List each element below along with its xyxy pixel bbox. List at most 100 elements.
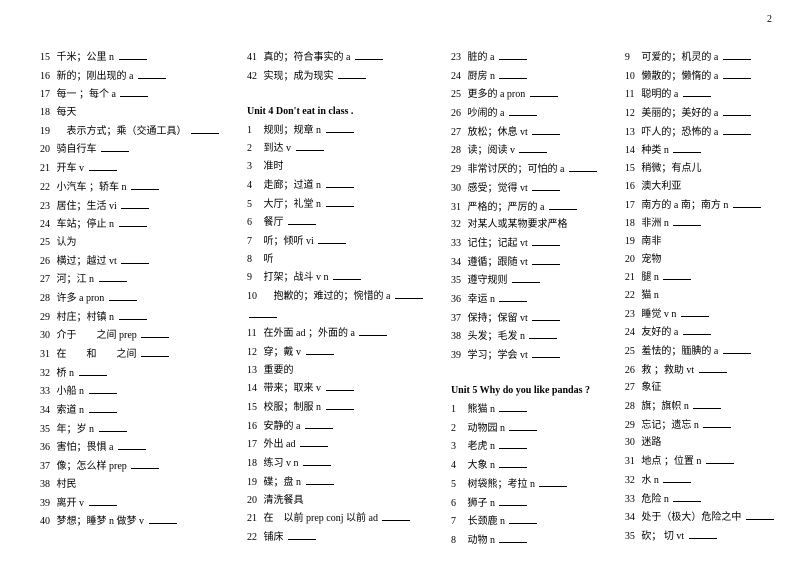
item-pos: n <box>109 52 114 63</box>
column-3: 23 脏的 a 24 厨房 n 25 更多的 a pron 26 吵闹的 a 2… <box>451 50 597 548</box>
item-text: 读；阅读 <box>467 145 507 156</box>
item-pos: n <box>500 516 505 527</box>
item-number: 16 <box>40 70 54 85</box>
item-number: 35 <box>625 530 639 545</box>
item-pos: n <box>654 290 659 301</box>
vocab-item: 23 脏的 a <box>451 50 597 66</box>
vocab-item: 31 在 和 之间 <box>40 347 219 363</box>
item-pos: a <box>674 327 678 338</box>
vocab-item: 18 每天 <box>40 106 219 121</box>
item-text: 对某人或某物要求严格 <box>467 219 567 230</box>
fill-blank <box>79 366 107 376</box>
item-pos: a <box>714 71 718 82</box>
fill-blank <box>549 200 577 210</box>
item-text: 穿；戴 <box>264 347 294 358</box>
item-text: 吵闹的 <box>467 108 497 119</box>
item-number: 22 <box>247 531 261 546</box>
item-pos: v <box>79 498 84 509</box>
item-text: 规则；规章 <box>264 125 314 136</box>
item-text: 每一 ；每个 <box>57 89 110 100</box>
column-4: 9 可爱的；机灵的 a 10 懒散的；懒惰的 a 11 聪明的 a 12 美丽的… <box>625 50 774 548</box>
fill-blank <box>683 87 711 97</box>
item-number: 24 <box>40 218 54 233</box>
item-pos: n <box>654 272 659 283</box>
fill-blank <box>355 50 383 60</box>
item-text: 到达 <box>264 143 284 154</box>
item-text: 非常讨厌的；可怕的 <box>467 164 557 175</box>
item-number: 7 <box>451 515 465 530</box>
item-pos: a <box>560 164 564 175</box>
item-pos: v <box>296 347 301 358</box>
item-text: 老虎 <box>467 441 487 452</box>
vocab-item: 10 懒散的；懒惰的 a <box>625 69 774 85</box>
item-text: 象征 <box>641 382 661 393</box>
item-text: 狮子 <box>467 498 487 509</box>
item-text: 介于 之间 <box>57 330 117 341</box>
item-text: 像；怎么样 <box>57 461 107 472</box>
item-number: 17 <box>247 438 261 453</box>
vocab-item: 2 动物园 n <box>451 421 597 437</box>
item-text: 头发；毛发 <box>467 331 517 342</box>
vocab-item: 17 外出 ad <box>247 437 423 453</box>
item-number: 31 <box>451 201 465 216</box>
item-text: 稍微；有点儿 <box>641 163 701 174</box>
item-text: Unit 4 Don't eat in class . <box>247 106 353 117</box>
item-number: 37 <box>451 312 465 327</box>
fill-blank <box>663 473 691 483</box>
item-text: 每天 <box>57 107 77 118</box>
item-text: 实现；成为现实 <box>264 71 334 82</box>
fill-blank <box>306 475 334 485</box>
vocab-item: 37 保持；保留 vt <box>451 311 597 327</box>
item-pos: a <box>129 71 133 82</box>
fill-blank <box>288 215 316 225</box>
item-number: 18 <box>625 217 639 232</box>
vocab-item: 30 感受；觉得 vt <box>451 181 597 197</box>
item-pos: ad <box>369 513 378 524</box>
item-number: 35 <box>40 423 54 438</box>
vocab-item: 15 稍微；有点儿 <box>625 162 774 177</box>
vocab-item: 26 吵闹的 a <box>451 106 597 122</box>
vocab-item: 21 在 以前 prep conj 以前 ad <box>247 511 423 527</box>
item-text: 遵守规则 <box>467 275 507 286</box>
item-number: 12 <box>625 107 639 122</box>
vocab-item: 24 车站；停止 n <box>40 217 219 233</box>
item-text: 村庄；村镇 <box>57 312 107 323</box>
item-text: 重要的 <box>264 365 294 376</box>
item-text: 迷路 <box>641 437 661 448</box>
item-pos: vt <box>520 313 528 324</box>
item-pos: n <box>316 180 321 191</box>
item-pos: n <box>79 386 84 397</box>
item-text: 大象 <box>467 460 487 471</box>
fill-blank <box>89 161 117 171</box>
item-text: 动物园 <box>467 423 497 434</box>
item-number: 27 <box>451 126 465 141</box>
item-number: 37 <box>40 460 54 475</box>
fill-blank <box>723 344 751 354</box>
vocab-item: 16 澳大利亚 <box>625 180 774 195</box>
item-text: 非洲 <box>641 218 661 229</box>
page-number: 2 <box>767 14 772 25</box>
vocab-item: 25 认为 <box>40 236 219 251</box>
item-number: 15 <box>40 51 54 66</box>
item-text: 认为 <box>57 237 77 248</box>
item-pos: n <box>530 479 535 490</box>
item-number: 28 <box>40 292 54 307</box>
vocab-item: 30 迷路 <box>625 436 774 451</box>
item-number: 28 <box>451 144 465 159</box>
vocab-item: 29 忘记；遗忘 n <box>625 418 774 434</box>
fill-blank <box>499 402 527 412</box>
fill-blank <box>120 87 148 97</box>
fill-blank <box>530 87 558 97</box>
vocab-item: 16 安静的 a <box>247 419 423 435</box>
item-number: 33 <box>451 237 465 252</box>
fill-blank <box>532 311 560 321</box>
item-number: 4 <box>247 179 261 194</box>
item-pos: n <box>490 441 495 452</box>
item-number: 20 <box>625 253 639 268</box>
item-text: 美丽的；美好的 <box>641 108 711 119</box>
item-number: 21 <box>625 271 639 286</box>
item-pos: vt <box>109 256 117 267</box>
item-text: 放松；休息 <box>467 127 517 138</box>
vocab-item: 39 离开 v <box>40 496 219 512</box>
item-number: 39 <box>40 497 54 512</box>
